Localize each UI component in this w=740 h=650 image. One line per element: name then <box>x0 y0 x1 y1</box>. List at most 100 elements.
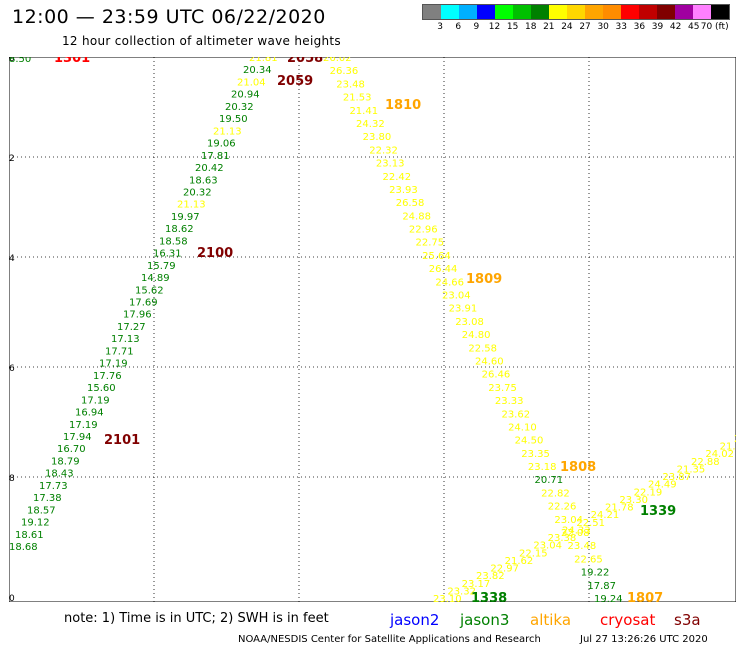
pass-time-label: 1809 <box>466 272 502 287</box>
wave-height-value: 18.68 <box>9 542 38 553</box>
wave-height-value: 24.50 <box>515 436 544 447</box>
wave-height-value: 17.76 <box>93 371 122 382</box>
color-scale-swatch <box>603 5 621 19</box>
wave-height-value: 23.80 <box>363 132 392 143</box>
wave-height-value: 23.18 <box>528 462 557 473</box>
color-scale-swatch <box>441 5 459 19</box>
color-scale-label: 12 <box>488 22 501 32</box>
wave-height-value: 23.04 <box>442 291 471 302</box>
legend-cryosat: cryosat <box>600 611 656 629</box>
wave-height-value: 16.31 <box>153 249 182 260</box>
altimeter-tracks: 21.8120.3421.0420.9420.3219.5021.1319.06… <box>9 57 736 602</box>
wave-height-value: 23.04 <box>554 515 583 526</box>
color-scale: 3 6 9 12 15 18 21 24 27 30 33 36 39 42 45 70 (ft) <box>422 4 730 34</box>
wave-height-value: 24.02 <box>705 449 734 460</box>
wave-height-value: 17.27 <box>117 322 146 333</box>
color-scale-swatch <box>621 5 639 19</box>
wave-height-value: 20.71 <box>535 475 564 486</box>
footer-notes: note: 1) Time is in UTC; 2) SWH is in fe… <box>0 608 740 632</box>
wave-height-value: 23.48 <box>568 541 597 552</box>
wave-height-value: 17.87 <box>587 581 616 592</box>
wave-height-value: 24.33 <box>562 525 591 536</box>
wave-height-value: 18.57 <box>27 505 56 516</box>
wave-height-value: 17.38 <box>33 493 62 504</box>
wave-height-value: 26.02 <box>323 57 352 64</box>
wave-height-value: 17.19 <box>99 359 128 370</box>
wave-height-value: 23.33 <box>495 396 524 407</box>
color-scale-swatch <box>477 5 495 19</box>
color-scale-label: 15 <box>506 22 519 32</box>
wave-height-value: 17.19 <box>69 420 98 431</box>
wave-height-value: 16.70 <box>57 444 86 455</box>
color-scale-labels: 3 6 9 12 15 18 21 24 27 30 33 36 39 42 45 70 (ft) <box>422 20 730 34</box>
wave-height-value: 23.62 <box>501 409 530 420</box>
wave-height-value: 24.66 <box>435 277 464 288</box>
wave-height-value: 18.61 <box>15 530 44 541</box>
latitude-label: -60 <box>9 594 15 602</box>
color-scale-label: 36 <box>633 22 646 32</box>
wave-height-value: 22.42 <box>382 172 411 183</box>
wave-height-value: 19.97 <box>171 212 200 223</box>
wave-height-value: 18.63 <box>189 175 218 186</box>
wave-height-value: 21.81 <box>249 57 278 64</box>
color-scale-swatch <box>459 5 477 19</box>
wave-height-value: 22.88 <box>691 457 720 468</box>
wave-height-value: 17.13 <box>111 334 140 345</box>
wave-height-value: 22.19 <box>634 487 663 498</box>
color-scale-label: 9 <box>473 22 480 32</box>
color-scale-label: 24 <box>561 22 573 32</box>
color-scale-swatch <box>423 5 441 19</box>
wave-height-value: 24.32 <box>356 119 385 130</box>
wave-height-value: 18.62 <box>165 224 194 235</box>
wave-height-value: 19.50 <box>219 114 248 125</box>
wave-height-value: 22.51 <box>576 518 605 529</box>
wave-height-value: 8.50 <box>9 57 31 65</box>
wave-height-value: 23.32 <box>447 586 476 597</box>
wave-height-value: 24.8 <box>734 434 736 445</box>
wave-height-value: 22.26 <box>548 502 577 513</box>
wave-height-value: 22.82 <box>541 488 570 499</box>
wave-height-value: 17.71 <box>105 346 134 357</box>
map-subtitle: 12 hour collection of altimeter wave hei… <box>62 34 341 48</box>
latitude-label: -58 <box>9 474 15 484</box>
wave-height-value: 23.82 <box>476 571 505 582</box>
wave-height-value: 15.60 <box>87 383 116 394</box>
wave-height-value: 17.73 <box>39 481 68 492</box>
wave-height-value: 19.22 <box>581 568 610 579</box>
pass-time-label: 1810 <box>385 98 421 113</box>
wave-height-value: 26.44 <box>429 264 458 275</box>
latitude-labels: -50 -52 -54 -56 -58 -60 <box>9 57 15 602</box>
wave-height-value: 21.13 <box>177 200 206 211</box>
latitude-label: -56 <box>9 364 15 374</box>
wave-height-value: 22.58 <box>468 343 497 354</box>
latitude-label: -52 <box>9 154 15 164</box>
legend-s3a: s3a <box>674 611 701 629</box>
wave-height-value: 23.04 <box>533 541 562 552</box>
wave-height-value: 19.12 <box>21 518 50 529</box>
wave-height-value: 20.42 <box>195 163 224 174</box>
color-scale-label: 70 (ft) <box>700 22 729 32</box>
wave-height-value: 21.41 <box>349 106 378 117</box>
color-scale-label: 3 <box>437 22 443 32</box>
color-scale-label: 33 <box>615 22 628 32</box>
pass-time-label: 2100 <box>197 246 233 261</box>
map-title: 12:00 — 23:59 UTC 06/22/2020 <box>12 6 326 28</box>
color-scale-label: 21 <box>543 22 555 32</box>
pass-time-label: 1301 <box>54 57 90 66</box>
legend-jason2: jason2 <box>390 611 440 629</box>
wave-height-value: 17.94 <box>63 432 92 443</box>
wave-height-value: 25.64 <box>422 251 451 262</box>
wave-height-value: 22.96 <box>409 225 438 236</box>
northeast-track: 23.1023.3223.1723.8222.9721.6222.1523.04… <box>433 434 736 602</box>
wave-height-value: 21.13 <box>213 126 242 137</box>
wave-height-value: 23.38 <box>548 533 577 544</box>
pass-time-label: 1338 <box>471 591 507 602</box>
wave-height-value: 23.35 <box>521 449 550 460</box>
ascending-track: 21.8120.3421.0420.9420.3219.5021.1319.06… <box>9 57 278 553</box>
color-scale-swatch <box>495 5 513 19</box>
wave-height-value: 22.65 <box>574 554 603 565</box>
wave-height-value: 15.62 <box>135 285 164 296</box>
wave-height-value: 17.96 <box>123 310 152 321</box>
wave-height-value: 23.75 <box>488 383 517 394</box>
wave-height-value: 19.06 <box>207 139 236 150</box>
